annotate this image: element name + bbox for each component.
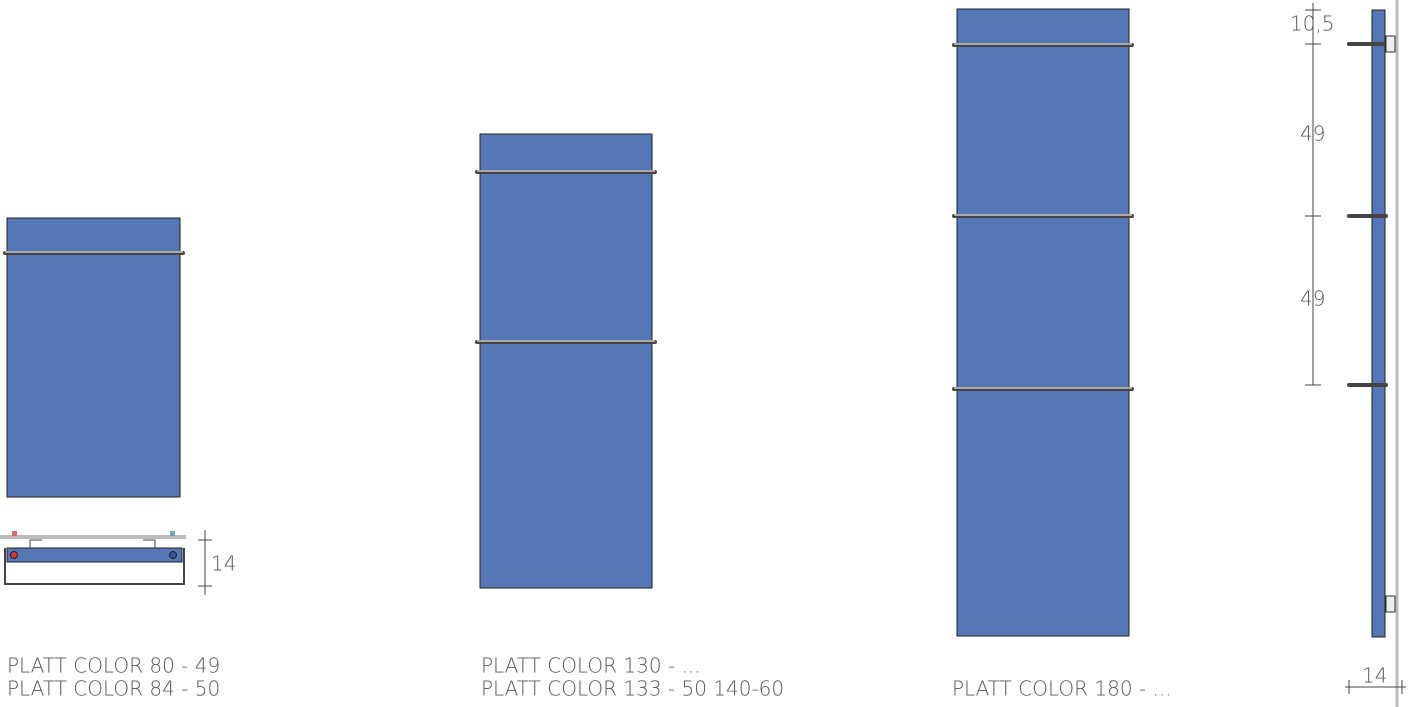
radiator-small: [3, 217, 185, 498]
side-view: 10,5 49 49 14: [1290, 0, 1406, 707]
caption: PLATT COLOR 133 - 50 140-60: [481, 677, 784, 701]
top-view: 14: [0, 530, 236, 595]
caption: PLATT COLOR 130 - ...: [481, 654, 701, 678]
caption: PLATT COLOR 80 - 49: [7, 654, 220, 678]
caption: PLATT COLOR 180 - ...: [952, 677, 1172, 701]
caption: PLATT COLOR 84 - 50: [7, 677, 220, 701]
dimension-label: 49: [1300, 287, 1325, 311]
radiator-large: [952, 8, 1134, 637]
radiator-medium: [475, 133, 657, 589]
dimension-label: 10,5: [1290, 12, 1335, 36]
dimension-label: 49: [1300, 122, 1325, 146]
dimension-label: 14: [1362, 664, 1387, 688]
dimension-label: 14: [211, 552, 236, 576]
